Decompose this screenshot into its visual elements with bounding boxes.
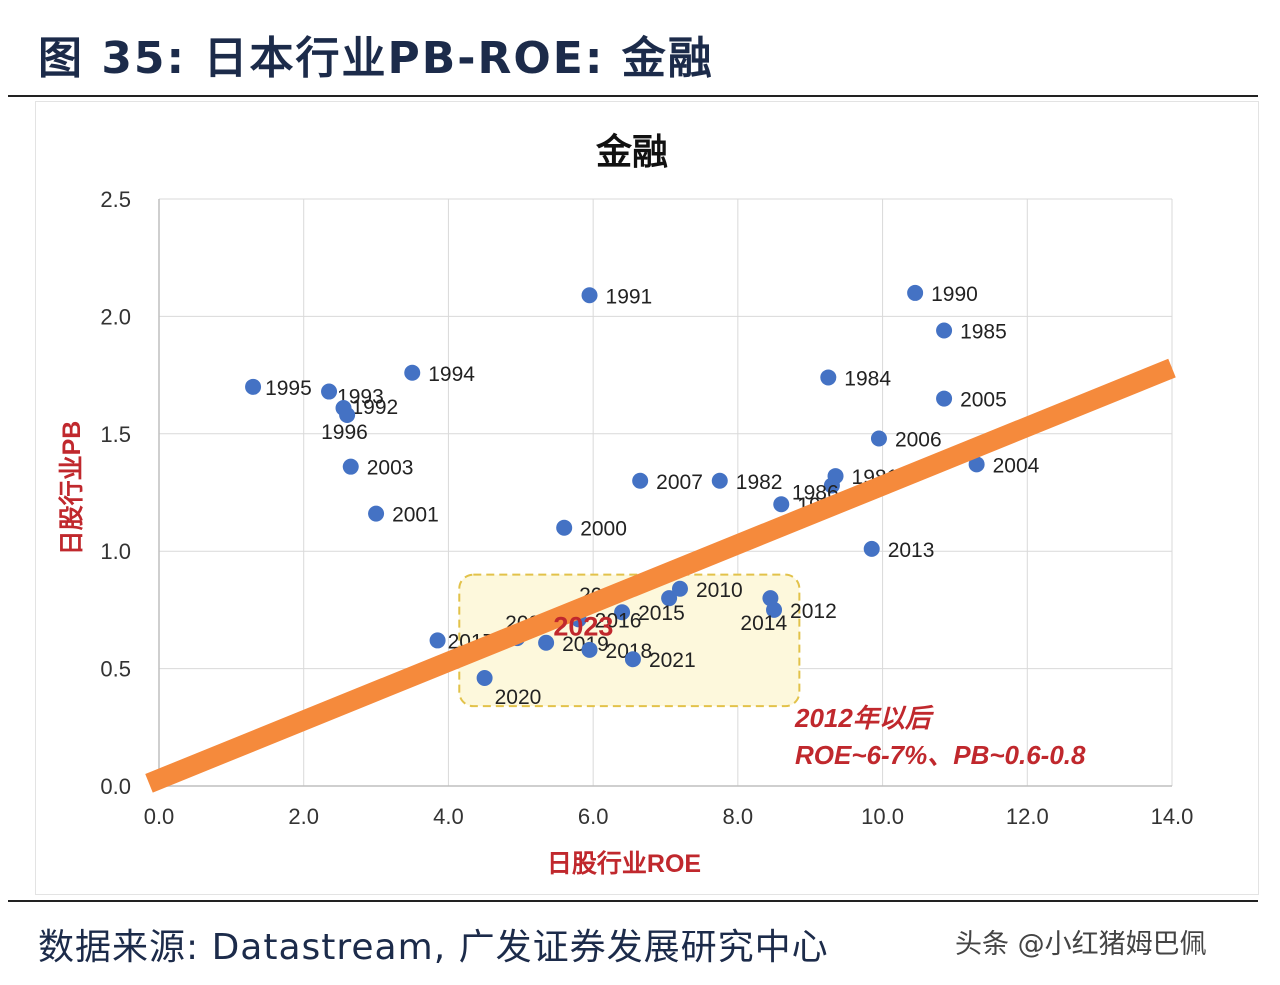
data-point-2021 xyxy=(624,651,641,668)
post-2012-highlight-box xyxy=(458,573,801,708)
data-point-2000 xyxy=(556,519,573,536)
point-label-2003: 2003 xyxy=(367,457,414,480)
top-rule xyxy=(8,95,1258,97)
data-point-1983 xyxy=(773,496,790,513)
y-axis-label: 日股行业PB xyxy=(58,421,86,556)
data-point-2013 xyxy=(863,540,880,557)
data-point-2009 xyxy=(661,590,678,607)
point-label-2016: 2016 xyxy=(595,609,642,632)
annotation-line-2: ROE~6-7%、PB~0.6-0.8 xyxy=(795,740,1086,770)
x-tick-label: 6.0 xyxy=(578,804,609,829)
x-tick-label: 12.0 xyxy=(1006,804,1049,829)
y-tick-label: 2.5 xyxy=(100,187,131,212)
data-point-1996 xyxy=(339,407,356,424)
data-point-2015 xyxy=(614,604,631,621)
figure-title: 图 35: 日本行业PB-ROE: 金融 xyxy=(38,33,714,84)
annotation-line-1: 2012年以后 xyxy=(794,703,935,733)
x-tick-label: 14.0 xyxy=(1151,804,1194,829)
point-label-2010: 2010 xyxy=(696,579,743,602)
data-point-2006 xyxy=(870,430,887,447)
point-label-1985: 1985 xyxy=(960,320,1007,343)
data-point-1995 xyxy=(245,378,262,395)
point-label-2014: 2014 xyxy=(740,612,787,635)
y-tick-label: 2.0 xyxy=(100,304,131,329)
chart-title: 金融 xyxy=(595,131,668,172)
data-point-1994 xyxy=(404,364,421,381)
data-point-2017 xyxy=(429,632,446,649)
point-label-1992: 1992 xyxy=(352,396,399,419)
point-label-2015: 2015 xyxy=(638,602,685,625)
data-point-2018 xyxy=(581,641,598,658)
source-note: 数据来源: Datastream, 广发证券发展研究中心 xyxy=(38,927,829,968)
point-label-1982: 1982 xyxy=(736,471,783,494)
point-label-1990: 1990 xyxy=(931,283,978,306)
data-point-1990 xyxy=(907,284,924,301)
point-label-1991: 1991 xyxy=(606,285,653,308)
x-tick-label: 8.0 xyxy=(723,804,754,829)
data-point-1993 xyxy=(321,383,338,400)
data-point-2019 xyxy=(538,634,555,651)
data-point-2010 xyxy=(671,580,688,597)
x-tick-label: 0.0 xyxy=(144,804,175,829)
y-tick-label: 1.5 xyxy=(100,422,131,447)
axis-ticks: 0.0 2.0 4.0 6.0 8.0 10.0 12.0 14.0 0.0 0.5 1.0 1.5 2… xyxy=(100,187,1193,829)
data-point-2007 xyxy=(632,472,649,489)
y-tick-label: 0.0 xyxy=(100,774,131,799)
data-point-1991 xyxy=(581,287,598,304)
x-tick-label: 10.0 xyxy=(861,804,904,829)
point-label-2007: 2007 xyxy=(656,471,703,494)
trend-line xyxy=(145,358,1176,793)
data-point-2004 xyxy=(968,456,985,473)
chart-frame xyxy=(35,101,1259,895)
point-label-2005: 2005 xyxy=(960,389,1007,412)
x-axis-label: 日股行业ROE xyxy=(547,850,701,878)
data-point-2020 xyxy=(476,669,493,686)
point-label-2012: 2012 xyxy=(790,600,837,623)
x-tick-label: 4.0 xyxy=(433,804,464,829)
y-tick-label: 1.0 xyxy=(100,539,131,564)
point-label-2004: 2004 xyxy=(993,454,1040,477)
y-tick-label: 0.5 xyxy=(100,657,131,682)
data-points: 1995 199319921996199420032001199120002007… xyxy=(245,283,1040,709)
point-label-2001: 2001 xyxy=(392,504,439,527)
data-point-1986 xyxy=(823,477,840,494)
point-label-1994: 1994 xyxy=(428,363,475,386)
point-label-1984: 1984 xyxy=(844,367,891,390)
data-point-1984 xyxy=(820,369,837,386)
point-label-2000: 2000 xyxy=(580,518,627,541)
point-label-1995: 1995 xyxy=(265,377,312,400)
highlight-label-2023: 2023 xyxy=(553,612,613,642)
data-point-2005 xyxy=(936,390,953,407)
bottom-rule xyxy=(8,900,1258,902)
data-point-1985 xyxy=(936,322,953,339)
point-label-2013: 2013 xyxy=(888,539,935,562)
watermark: 头条 @小红猪姆巴佩 xyxy=(955,922,1207,961)
point-label-1996: 1996 xyxy=(321,421,368,444)
data-point-2003 xyxy=(342,458,359,475)
data-point-2014 xyxy=(762,590,779,607)
point-label-2020: 2020 xyxy=(495,686,542,709)
point-label-2006: 2006 xyxy=(895,428,942,451)
x-tick-label: 2.0 xyxy=(288,804,319,829)
point-label-2021: 2021 xyxy=(649,649,696,672)
data-point-2001 xyxy=(368,505,385,522)
data-point-1982 xyxy=(711,472,728,489)
